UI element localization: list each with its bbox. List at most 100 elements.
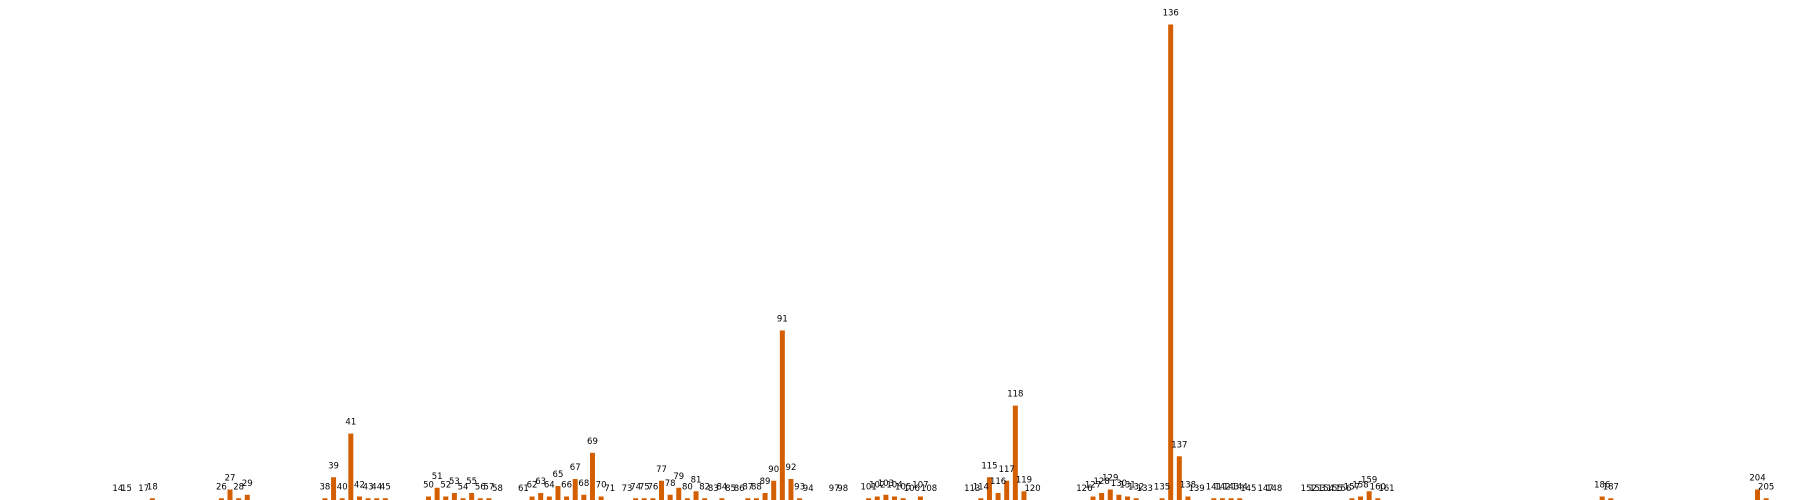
bar-45 <box>382 498 388 500</box>
bar-40 <box>339 498 345 500</box>
bar-157 <box>1349 498 1355 500</box>
bar-91 <box>779 330 785 500</box>
bar-label-157: 157 <box>1344 482 1360 492</box>
bar-label-91: 91 <box>777 314 788 324</box>
bar-label-152: 152 <box>1301 484 1317 494</box>
bar-label-56: 56 <box>475 482 486 492</box>
bar-label-138: 138 <box>1180 481 1196 491</box>
bar-label-55: 55 <box>466 477 477 487</box>
bar-label-63: 63 <box>535 477 546 487</box>
bar-56 <box>477 498 483 500</box>
bar-label-205: 205 <box>1758 482 1774 492</box>
bar-53 <box>451 493 457 500</box>
bar-label-27: 27 <box>225 474 236 484</box>
bar-158 <box>1358 496 1364 500</box>
bar-52 <box>443 496 449 500</box>
bar-label-74: 74 <box>630 482 641 492</box>
bar-label-89: 89 <box>760 477 771 487</box>
bar-label-61: 61 <box>518 484 529 494</box>
bar-137 <box>1176 456 1182 500</box>
bar-label-148: 148 <box>1266 484 1282 494</box>
bar-105 <box>900 498 906 500</box>
bar-28 <box>236 498 242 500</box>
bar-92 <box>788 479 794 500</box>
bar-65 <box>555 486 561 500</box>
bar-118 <box>1012 405 1018 500</box>
bar-18 <box>149 498 155 500</box>
bar-70 <box>598 496 604 500</box>
bar-label-45: 45 <box>380 482 391 492</box>
bar-132 <box>1133 498 1139 500</box>
bar-label-160: 160 <box>1370 482 1386 492</box>
bar-label-156: 156 <box>1335 484 1351 494</box>
bar-69 <box>589 452 595 500</box>
bar-label-104: 104 <box>886 481 902 491</box>
bar-label-161: 161 <box>1378 484 1394 494</box>
bar-84 <box>719 498 725 500</box>
bar-label-139: 139 <box>1188 484 1204 494</box>
bar-label-93: 93 <box>794 482 805 492</box>
bar-88 <box>753 498 759 500</box>
bar-93 <box>797 498 803 500</box>
bar-141 <box>1211 498 1217 500</box>
bar-label-73: 73 <box>622 484 633 494</box>
bar-138 <box>1185 496 1191 500</box>
bar-label-17: 17 <box>138 484 149 494</box>
bar-103 <box>883 494 889 500</box>
bar-label-119: 119 <box>1016 475 1032 485</box>
bar-label-106: 106 <box>904 484 920 494</box>
bar-label-26: 26 <box>216 482 227 492</box>
bar-142 <box>1219 498 1225 500</box>
bar-label-66: 66 <box>561 481 572 491</box>
bar-27 <box>227 489 233 500</box>
bar-119 <box>1021 491 1027 500</box>
bar-label-131: 131 <box>1119 481 1135 491</box>
bar-label-132: 132 <box>1128 482 1144 492</box>
bar-label-117: 117 <box>999 465 1015 475</box>
bar-39 <box>331 477 337 500</box>
bar-label-67: 67 <box>570 463 581 473</box>
bar-label-79: 79 <box>673 472 684 482</box>
bar-135 <box>1159 498 1165 500</box>
bar-66 <box>564 496 570 500</box>
bar-label-80: 80 <box>682 482 693 492</box>
bar-label-102: 102 <box>869 481 885 491</box>
bar-127 <box>1090 496 1096 500</box>
bar-label-147: 147 <box>1257 484 1273 494</box>
bar-104 <box>892 496 898 500</box>
bar-label-38: 38 <box>320 482 331 492</box>
bar-62 <box>529 496 535 500</box>
bar-label-114: 114 <box>973 482 989 492</box>
bar-label-42: 42 <box>354 481 365 491</box>
bar-label-82: 82 <box>699 482 710 492</box>
bar-label-130: 130 <box>1111 479 1127 489</box>
bar-75 <box>641 498 647 500</box>
bar-label-108: 108 <box>921 484 937 494</box>
bar-label-70: 70 <box>596 481 607 491</box>
bar-87 <box>745 498 751 500</box>
bar-74 <box>633 498 639 500</box>
bar-label-154: 154 <box>1318 484 1334 494</box>
bar-label-120: 120 <box>1024 484 1040 494</box>
bar-label-51: 51 <box>432 472 443 482</box>
bar-label-186: 186 <box>1594 481 1610 491</box>
bar-89 <box>762 493 768 500</box>
bar-label-98: 98 <box>837 484 848 494</box>
bar-label-54: 54 <box>458 482 469 492</box>
bar-label-68: 68 <box>578 479 589 489</box>
bar-label-136: 136 <box>1163 8 1179 18</box>
bar-label-129: 129 <box>1102 474 1118 484</box>
bar-label-105: 105 <box>895 482 911 492</box>
bar-label-40: 40 <box>337 482 348 492</box>
bar-label-158: 158 <box>1352 481 1368 491</box>
bar-label-155: 155 <box>1327 484 1343 494</box>
bar-117 <box>1004 480 1010 500</box>
bar-50 <box>426 496 431 500</box>
bar-label-126: 126 <box>1076 484 1092 494</box>
bar-90 <box>771 480 777 500</box>
bar-label-58: 58 <box>492 484 503 494</box>
bar-76 <box>650 498 656 500</box>
bar-68 <box>581 494 587 500</box>
bar-67 <box>572 479 578 500</box>
